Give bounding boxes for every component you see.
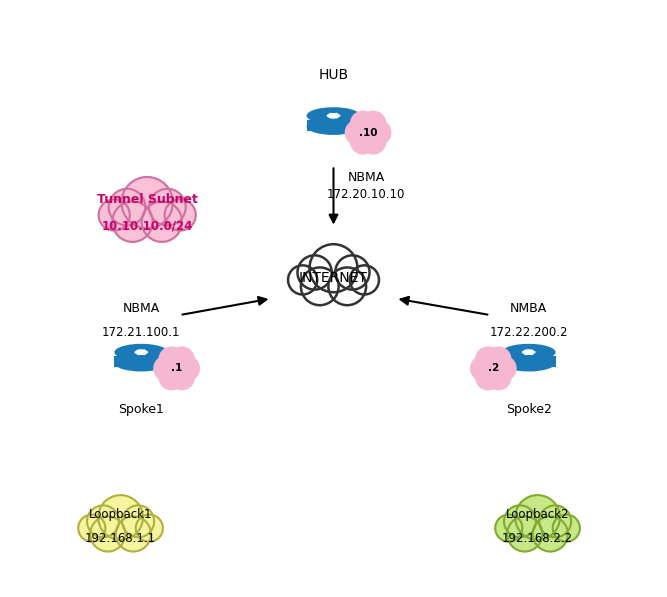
FancyArrow shape [330,113,335,118]
Text: HUB: HUB [318,69,349,82]
Ellipse shape [502,355,556,371]
FancyArrow shape [138,350,143,355]
Text: 172.21.100.1: 172.21.100.1 [102,326,181,338]
Circle shape [297,256,331,290]
Circle shape [154,356,179,381]
Circle shape [169,365,194,390]
Circle shape [90,516,125,552]
FancyArrow shape [332,113,337,118]
Circle shape [159,365,183,390]
Ellipse shape [502,344,556,361]
FancyBboxPatch shape [307,120,360,131]
Circle shape [539,506,571,537]
Circle shape [87,506,119,537]
Circle shape [301,267,339,305]
Ellipse shape [114,344,168,361]
FancyArrow shape [522,350,529,355]
Circle shape [361,111,386,136]
FancyArrow shape [141,350,147,355]
Circle shape [121,177,173,228]
Circle shape [486,365,511,390]
Text: NMBA: NMBA [510,302,548,315]
FancyArrow shape [135,350,141,355]
Circle shape [351,130,376,154]
Text: INTERNET: INTERNET [299,271,368,285]
Circle shape [78,515,105,541]
Circle shape [309,244,358,292]
Circle shape [515,495,560,540]
Circle shape [136,515,163,541]
FancyArrow shape [526,350,530,355]
Circle shape [533,516,568,552]
Text: NBMA: NBMA [123,302,160,315]
Text: 192.168.1.1: 192.168.1.1 [85,531,156,544]
Ellipse shape [307,118,360,135]
Circle shape [350,265,379,294]
Circle shape [98,495,143,540]
Circle shape [112,202,153,242]
Circle shape [507,516,542,552]
Text: .1: .1 [171,364,182,373]
FancyArrow shape [528,350,532,355]
Circle shape [165,199,196,230]
FancyArrow shape [526,350,530,355]
FancyArrow shape [528,350,532,355]
Circle shape [122,506,154,537]
Text: NBMA: NBMA [348,171,385,184]
Text: .10: .10 [359,128,378,137]
Circle shape [504,506,536,537]
Circle shape [476,347,500,372]
Ellipse shape [114,355,168,371]
Circle shape [354,119,382,146]
Text: Loopback1: Loopback1 [89,508,152,521]
Circle shape [149,189,185,226]
Circle shape [346,121,370,145]
Text: Spoke2: Spoke2 [506,404,552,416]
Circle shape [495,515,522,541]
Text: 172.20.10.10: 172.20.10.10 [327,188,406,201]
Text: Spoke1: Spoke1 [118,404,164,416]
Text: 192.168.2.2: 192.168.2.2 [502,531,573,544]
FancyArrow shape [332,113,337,118]
Circle shape [141,202,182,242]
Circle shape [336,256,370,290]
Circle shape [366,121,391,145]
FancyArrow shape [330,113,335,118]
Circle shape [288,265,317,294]
Circle shape [486,347,511,372]
Circle shape [169,347,194,372]
Text: Loopback2: Loopback2 [506,508,570,521]
Circle shape [116,516,151,552]
FancyBboxPatch shape [502,356,556,367]
Text: Tunnel Subnet: Tunnel Subnet [97,193,197,206]
Text: 172.22.200.2: 172.22.200.2 [490,326,568,338]
Circle shape [480,355,507,382]
FancyArrow shape [334,113,340,118]
Circle shape [163,355,190,382]
Text: 10.10.10.0/24: 10.10.10.0/24 [101,219,193,232]
Circle shape [471,356,495,381]
Circle shape [351,111,376,136]
FancyArrow shape [140,350,145,355]
Circle shape [99,199,130,230]
FancyBboxPatch shape [114,356,168,367]
FancyArrow shape [327,113,334,118]
Circle shape [175,356,199,381]
Circle shape [553,515,580,541]
Circle shape [361,130,386,154]
Circle shape [328,267,366,305]
FancyArrow shape [529,350,535,355]
Ellipse shape [307,107,360,124]
Circle shape [492,356,516,381]
FancyArrow shape [140,350,145,355]
Circle shape [476,365,500,390]
Text: .2: .2 [488,364,499,373]
FancyArrow shape [138,350,143,355]
Circle shape [159,347,183,372]
Circle shape [109,189,145,226]
